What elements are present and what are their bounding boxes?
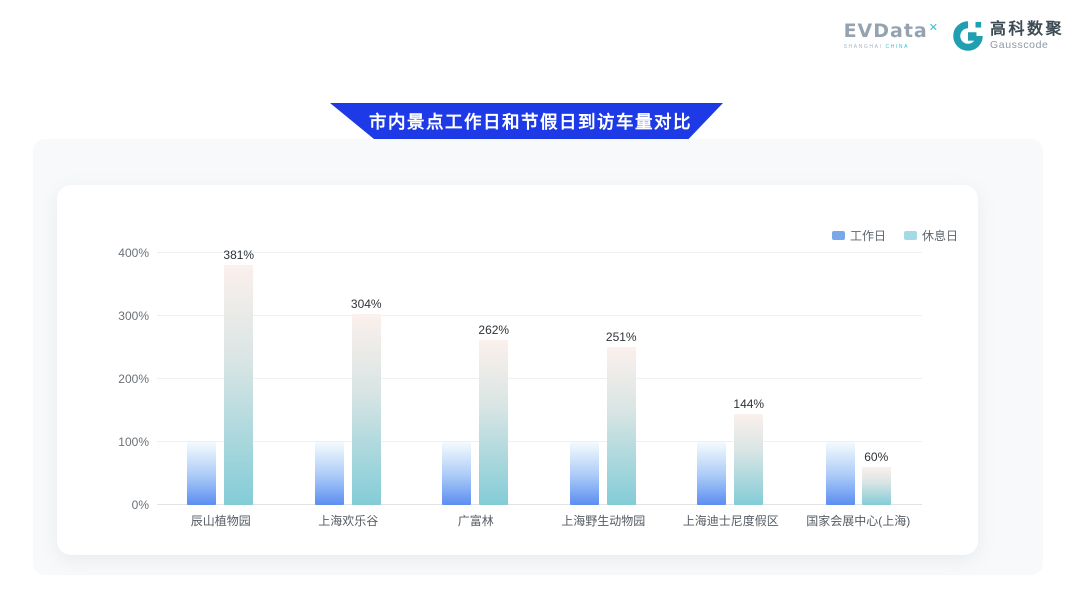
y-tick-label: 300%: [118, 309, 149, 324]
bar-column: 262%: [478, 323, 509, 505]
page-title: 市内景点工作日和节假日到访车量对比: [369, 112, 692, 132]
gridline: [157, 252, 922, 254]
bar-column: 251%: [606, 330, 637, 505]
bar-value-label: 60%: [864, 450, 889, 465]
y-tick-label: 100%: [118, 435, 149, 450]
bar-group: 251%: [540, 245, 668, 505]
x-axis-label: 国家会展中心(上海): [806, 514, 911, 528]
bar-休息日: [224, 265, 254, 505]
gausscode-texts: 高科数聚 Gausscode: [990, 21, 1064, 51]
bar-休息日: [479, 340, 509, 505]
y-tick-label: 0%: [131, 498, 149, 512]
x-axis-label: 上海欢乐谷: [318, 514, 379, 528]
bar-column: [314, 442, 344, 505]
evdata-wordmark: EVData✕: [844, 22, 939, 41]
legend-swatch-icon: [831, 231, 845, 240]
evdata-subtext-right: CHINA: [885, 44, 910, 50]
gausscode-en-label: Gausscode: [989, 39, 1049, 52]
evdata-brand-text: EVData: [843, 20, 928, 42]
plot-area: 381% 304% 262% 251% 144% 60%: [157, 245, 922, 505]
bar-休息日: [606, 347, 636, 505]
x-axis-label: 上海迪士尼度假区: [682, 514, 779, 528]
bar-休息日: [351, 313, 381, 505]
bar-value-label: 262%: [478, 323, 510, 338]
x-axis-label: 广富林: [457, 514, 494, 528]
bar-休息日: [734, 414, 764, 505]
bar-column: [697, 442, 727, 505]
gridline: [157, 378, 922, 380]
gridline: [157, 441, 922, 443]
bar-value-label: 144%: [733, 397, 765, 412]
evdata-x-icon: ✕: [928, 21, 939, 34]
bar-value-label: 251%: [605, 330, 637, 344]
bar-工作日: [697, 442, 727, 505]
gridline: [157, 504, 922, 505]
x-axis-label: 上海野生动物园: [561, 514, 646, 528]
bar-column: [825, 442, 855, 505]
bar-column: 144%: [733, 397, 764, 505]
bar-工作日: [314, 442, 344, 505]
y-tick-label: 200%: [118, 372, 149, 387]
bar-group: 381%: [157, 245, 285, 505]
bar-column: 304%: [351, 297, 382, 505]
gausscode-logo: 高科数聚 Gausscode: [953, 20, 1064, 52]
legend-item-工作日[interactable]: 工作日: [831, 227, 886, 244]
gausscode-cn-label: 高科数聚: [989, 20, 1064, 38]
title-banner: 市内景点工作日和节假日到访车量对比: [330, 103, 723, 140]
y-tick-label: 400%: [118, 246, 149, 261]
legend-item-休息日[interactable]: 休息日: [903, 227, 958, 244]
gridline: [157, 315, 922, 317]
bar-column: [442, 442, 472, 505]
legend-label: 休息日: [921, 229, 958, 243]
bar-group: 144%: [667, 245, 795, 505]
bar-group: 304%: [285, 245, 413, 505]
y-axis: 0% 100% 200% 300% 400%: [67, 245, 149, 512]
bar-休息日: [861, 467, 891, 505]
bar-value-label: 381%: [223, 248, 255, 263]
bar-group: 60%: [795, 245, 923, 505]
bar-group: 262%: [412, 245, 540, 505]
bar-groups: 381% 304% 262% 251% 144% 60%: [157, 245, 922, 505]
chart-card: 工作日 休息日 0% 100% 200% 300% 400% 381% 304% 262% 25…: [57, 185, 978, 555]
bar-工作日: [442, 442, 472, 505]
bar-column: 381%: [223, 248, 254, 505]
header-logos: EVData✕ SHANGHAI CHINA 高科数聚 Gausscode: [844, 20, 1064, 52]
x-axis-labels: 辰山植物园 上海欢乐谷 广富林 上海野生动物园 上海迪士尼度假区 国家会展中心(上海): [157, 512, 922, 529]
bar-column: 60%: [861, 450, 891, 505]
x-axis-label: 辰山植物园: [190, 514, 251, 528]
bar-工作日: [187, 442, 217, 505]
evdata-subtext: SHANGHAI CHINA: [844, 44, 909, 50]
bar-column: [569, 442, 599, 505]
bar-工作日: [825, 442, 855, 505]
gausscode-g-icon: [953, 21, 983, 51]
evdata-logo: EVData✕ SHANGHAI CHINA: [844, 22, 939, 51]
chart-legend: 工作日 休息日: [831, 227, 958, 244]
bar-value-label: 304%: [350, 296, 382, 311]
bar-column: [187, 442, 217, 505]
legend-swatch-icon: [903, 231, 917, 240]
legend-label: 工作日: [849, 229, 886, 243]
evdata-subtext-left: SHANGHAI: [843, 44, 886, 50]
bar-工作日: [569, 442, 599, 505]
